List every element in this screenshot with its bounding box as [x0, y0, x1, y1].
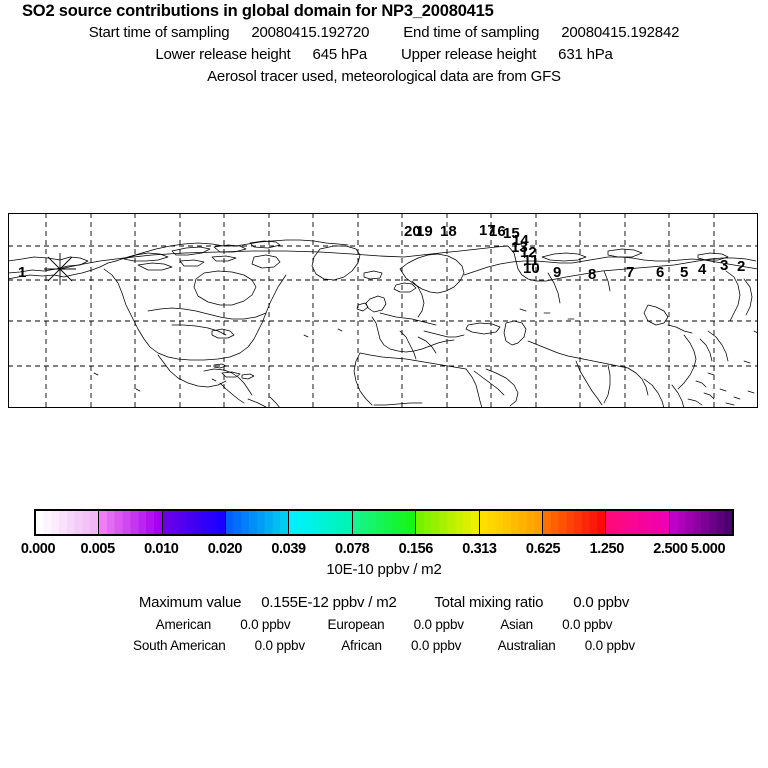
max-total-row: Maximum value 0.155E-12 ppbv / m2 Total …	[0, 592, 768, 614]
lower-release-label: Lower release height	[155, 46, 291, 63]
colorbar-tick-3: 0.020	[207, 541, 243, 557]
plot-header: SO2 source contributions in global domai…	[0, 0, 768, 88]
statistics-panel: Maximum value 0.155E-12 ppbv / m2 Total …	[0, 592, 768, 656]
colorbar-segment-7	[479, 511, 543, 534]
colorbar-tick-7: 0.313	[462, 541, 497, 557]
colorbar-panel	[34, 509, 734, 536]
upper-release-value: 631 hPa	[558, 46, 613, 63]
world-map-graphic	[8, 213, 758, 408]
colorbar-segment-1	[99, 511, 163, 534]
trajectory-label-16: 16	[489, 223, 506, 240]
trajectory-label-6: 6	[656, 264, 665, 281]
colorbar-segment-8	[542, 511, 607, 534]
lower-release-value: 645 hPa	[312, 46, 368, 63]
map-gridlines	[8, 213, 758, 408]
max-value-label: Maximum value	[138, 594, 242, 611]
trajectory-label-11: 11	[523, 252, 539, 269]
upper-release-label: Upper release height	[400, 46, 537, 63]
region-american-label: American	[155, 617, 212, 632]
colorbar-unit-label: 10E-10 ppbv / m2	[326, 561, 442, 578]
start-time-value: 20080415.192720	[251, 24, 370, 41]
colorbar-tick-2: 0.010	[144, 541, 179, 557]
colorbar-segment-4	[289, 511, 353, 534]
region-european-label: European	[327, 617, 385, 632]
trajectory-label-10: 10	[523, 260, 540, 277]
colorbar-segment-9	[606, 511, 670, 534]
colorbar-segment-0	[36, 511, 100, 534]
world-map-panel: 1 20 19 18 17 16 15 14 13 12 11 10 9 8 7 6 5 4 3 2	[8, 213, 758, 408]
trajectory-label-18: 18	[440, 223, 457, 240]
region-european-value: 0.0 ppbv	[413, 617, 464, 632]
trajectory-label-1: 1	[18, 264, 27, 281]
region-south-american-value: 0.0 ppbv	[254, 638, 305, 653]
region-australian-label: Australian	[497, 638, 556, 653]
trajectory-label-15: 15	[503, 225, 520, 242]
trajectory-label-13: 13	[511, 239, 528, 256]
colorbar-tick-1: 0.005	[80, 541, 115, 557]
region-row-1: American 0.0 ppbv European 0.0 ppbv Asia…	[0, 614, 768, 635]
trajectory-label-19: 19	[416, 223, 433, 240]
colorbar-tick-6: 0.156	[398, 541, 434, 557]
colorbar-segment-2	[162, 511, 227, 534]
region-american-value: 0.0 ppbv	[240, 617, 291, 632]
trajectory-label-14: 14	[512, 232, 529, 249]
colorbar-segment-10	[669, 511, 732, 534]
trajectory-label-5: 5	[680, 264, 689, 281]
colorbar-tick-9: 1.250	[589, 541, 625, 557]
end-time-label: End time of sampling	[403, 24, 540, 41]
region-row-2: South American 0.0 ppbv African 0.0 ppbv…	[0, 635, 768, 656]
colorbar-tick-10: 2.500	[653, 541, 688, 557]
colorbar-tick-4: 0.039	[271, 541, 306, 557]
colorbar-tick-8: 0.625	[525, 541, 561, 557]
trajectory-label-2: 2	[737, 258, 746, 275]
release-height-row: Lower release height 645 hPa Upper relea…	[0, 44, 768, 66]
region-asian-value: 0.0 ppbv	[562, 617, 613, 632]
total-mixing-ratio-label: Total mixing ratio	[434, 594, 544, 611]
end-time-value: 20080415.192842	[561, 24, 680, 41]
region-australian-value: 0.0 ppbv	[584, 638, 635, 653]
map-frame-border	[8, 213, 758, 408]
page-title: SO2 source contributions in global domai…	[22, 2, 494, 20]
trajectory-label-12: 12	[520, 244, 537, 261]
colorbar-tick-11: 5.000	[690, 541, 726, 557]
colorbar-tick-0: 0.000	[20, 541, 56, 557]
colorbar-segment-3	[226, 511, 290, 534]
trajectory-label-7: 7	[626, 264, 635, 281]
colorbar-segment-6	[416, 511, 480, 534]
max-value-value: 0.155E-12 ppbv / m2	[261, 594, 397, 611]
region-asian-label: Asian	[500, 617, 533, 632]
tracer-note: Aerosol tracer used, meteorological data…	[207, 68, 561, 85]
start-time-label: Start time of sampling	[88, 24, 230, 41]
trajectory-path	[59, 245, 757, 282]
region-south-american-label: South American	[133, 638, 226, 653]
colorbar-tick-5: 0.078	[335, 541, 370, 557]
trajectory-label-17: 17	[479, 222, 496, 239]
sampling-time-row: Start time of sampling 20080415.192720 E…	[0, 22, 768, 44]
trajectory-label-3: 3	[720, 257, 729, 274]
region-african-label: African	[341, 638, 382, 653]
map-coastlines	[8, 239, 758, 408]
trajectory-label-9: 9	[553, 264, 562, 281]
trajectory-label-4: 4	[698, 261, 707, 278]
total-mixing-ratio-value: 0.0 ppbv	[573, 594, 630, 611]
colorbar	[34, 509, 734, 536]
colorbar-segment-5	[352, 511, 417, 534]
trajectory-label-20: 20	[404, 223, 421, 240]
colorbar-tick-labels: 0.000 0.005 0.010 0.020 0.039 0.078 0.156 0.313…	[0, 541, 768, 559]
trajectory-label-8: 8	[588, 266, 597, 283]
region-african-value: 0.0 ppbv	[411, 638, 462, 653]
